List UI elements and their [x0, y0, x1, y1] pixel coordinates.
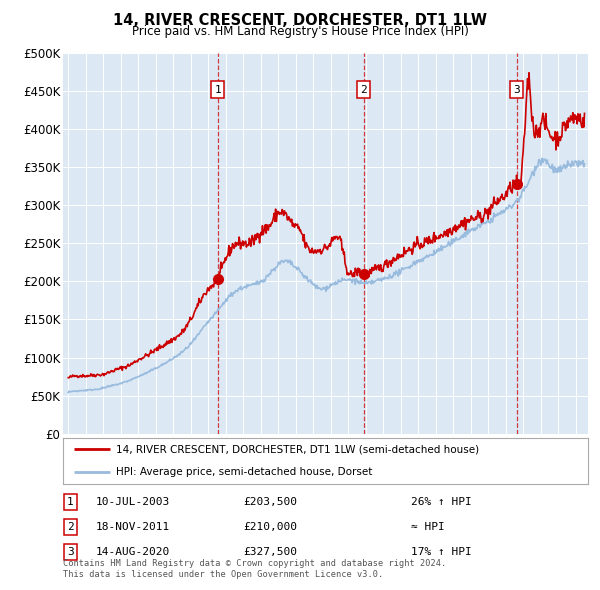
Text: 14, RIVER CRESCENT, DORCHESTER, DT1 1LW (semi-detached house): 14, RIVER CRESCENT, DORCHESTER, DT1 1LW …	[115, 444, 479, 454]
Text: 17% ↑ HPI: 17% ↑ HPI	[411, 547, 472, 556]
Text: £210,000: £210,000	[243, 522, 297, 532]
Text: 14-AUG-2020: 14-AUG-2020	[96, 547, 170, 556]
Text: HPI: Average price, semi-detached house, Dorset: HPI: Average price, semi-detached house,…	[115, 467, 372, 477]
Text: ≈ HPI: ≈ HPI	[411, 522, 445, 532]
Text: 18-NOV-2011: 18-NOV-2011	[96, 522, 170, 532]
Text: 1: 1	[214, 84, 221, 94]
Text: 1: 1	[67, 497, 74, 507]
Text: 26% ↑ HPI: 26% ↑ HPI	[411, 497, 472, 507]
Text: £327,500: £327,500	[243, 547, 297, 556]
Text: 10-JUL-2003: 10-JUL-2003	[96, 497, 170, 507]
Text: 2: 2	[67, 522, 74, 532]
Text: 3: 3	[513, 84, 520, 94]
Text: 2: 2	[360, 84, 367, 94]
Text: 3: 3	[67, 547, 74, 556]
Text: Price paid vs. HM Land Registry's House Price Index (HPI): Price paid vs. HM Land Registry's House …	[131, 25, 469, 38]
Text: £203,500: £203,500	[243, 497, 297, 507]
Text: Contains HM Land Registry data © Crown copyright and database right 2024.
This d: Contains HM Land Registry data © Crown c…	[63, 559, 446, 579]
Text: 14, RIVER CRESCENT, DORCHESTER, DT1 1LW: 14, RIVER CRESCENT, DORCHESTER, DT1 1LW	[113, 13, 487, 28]
